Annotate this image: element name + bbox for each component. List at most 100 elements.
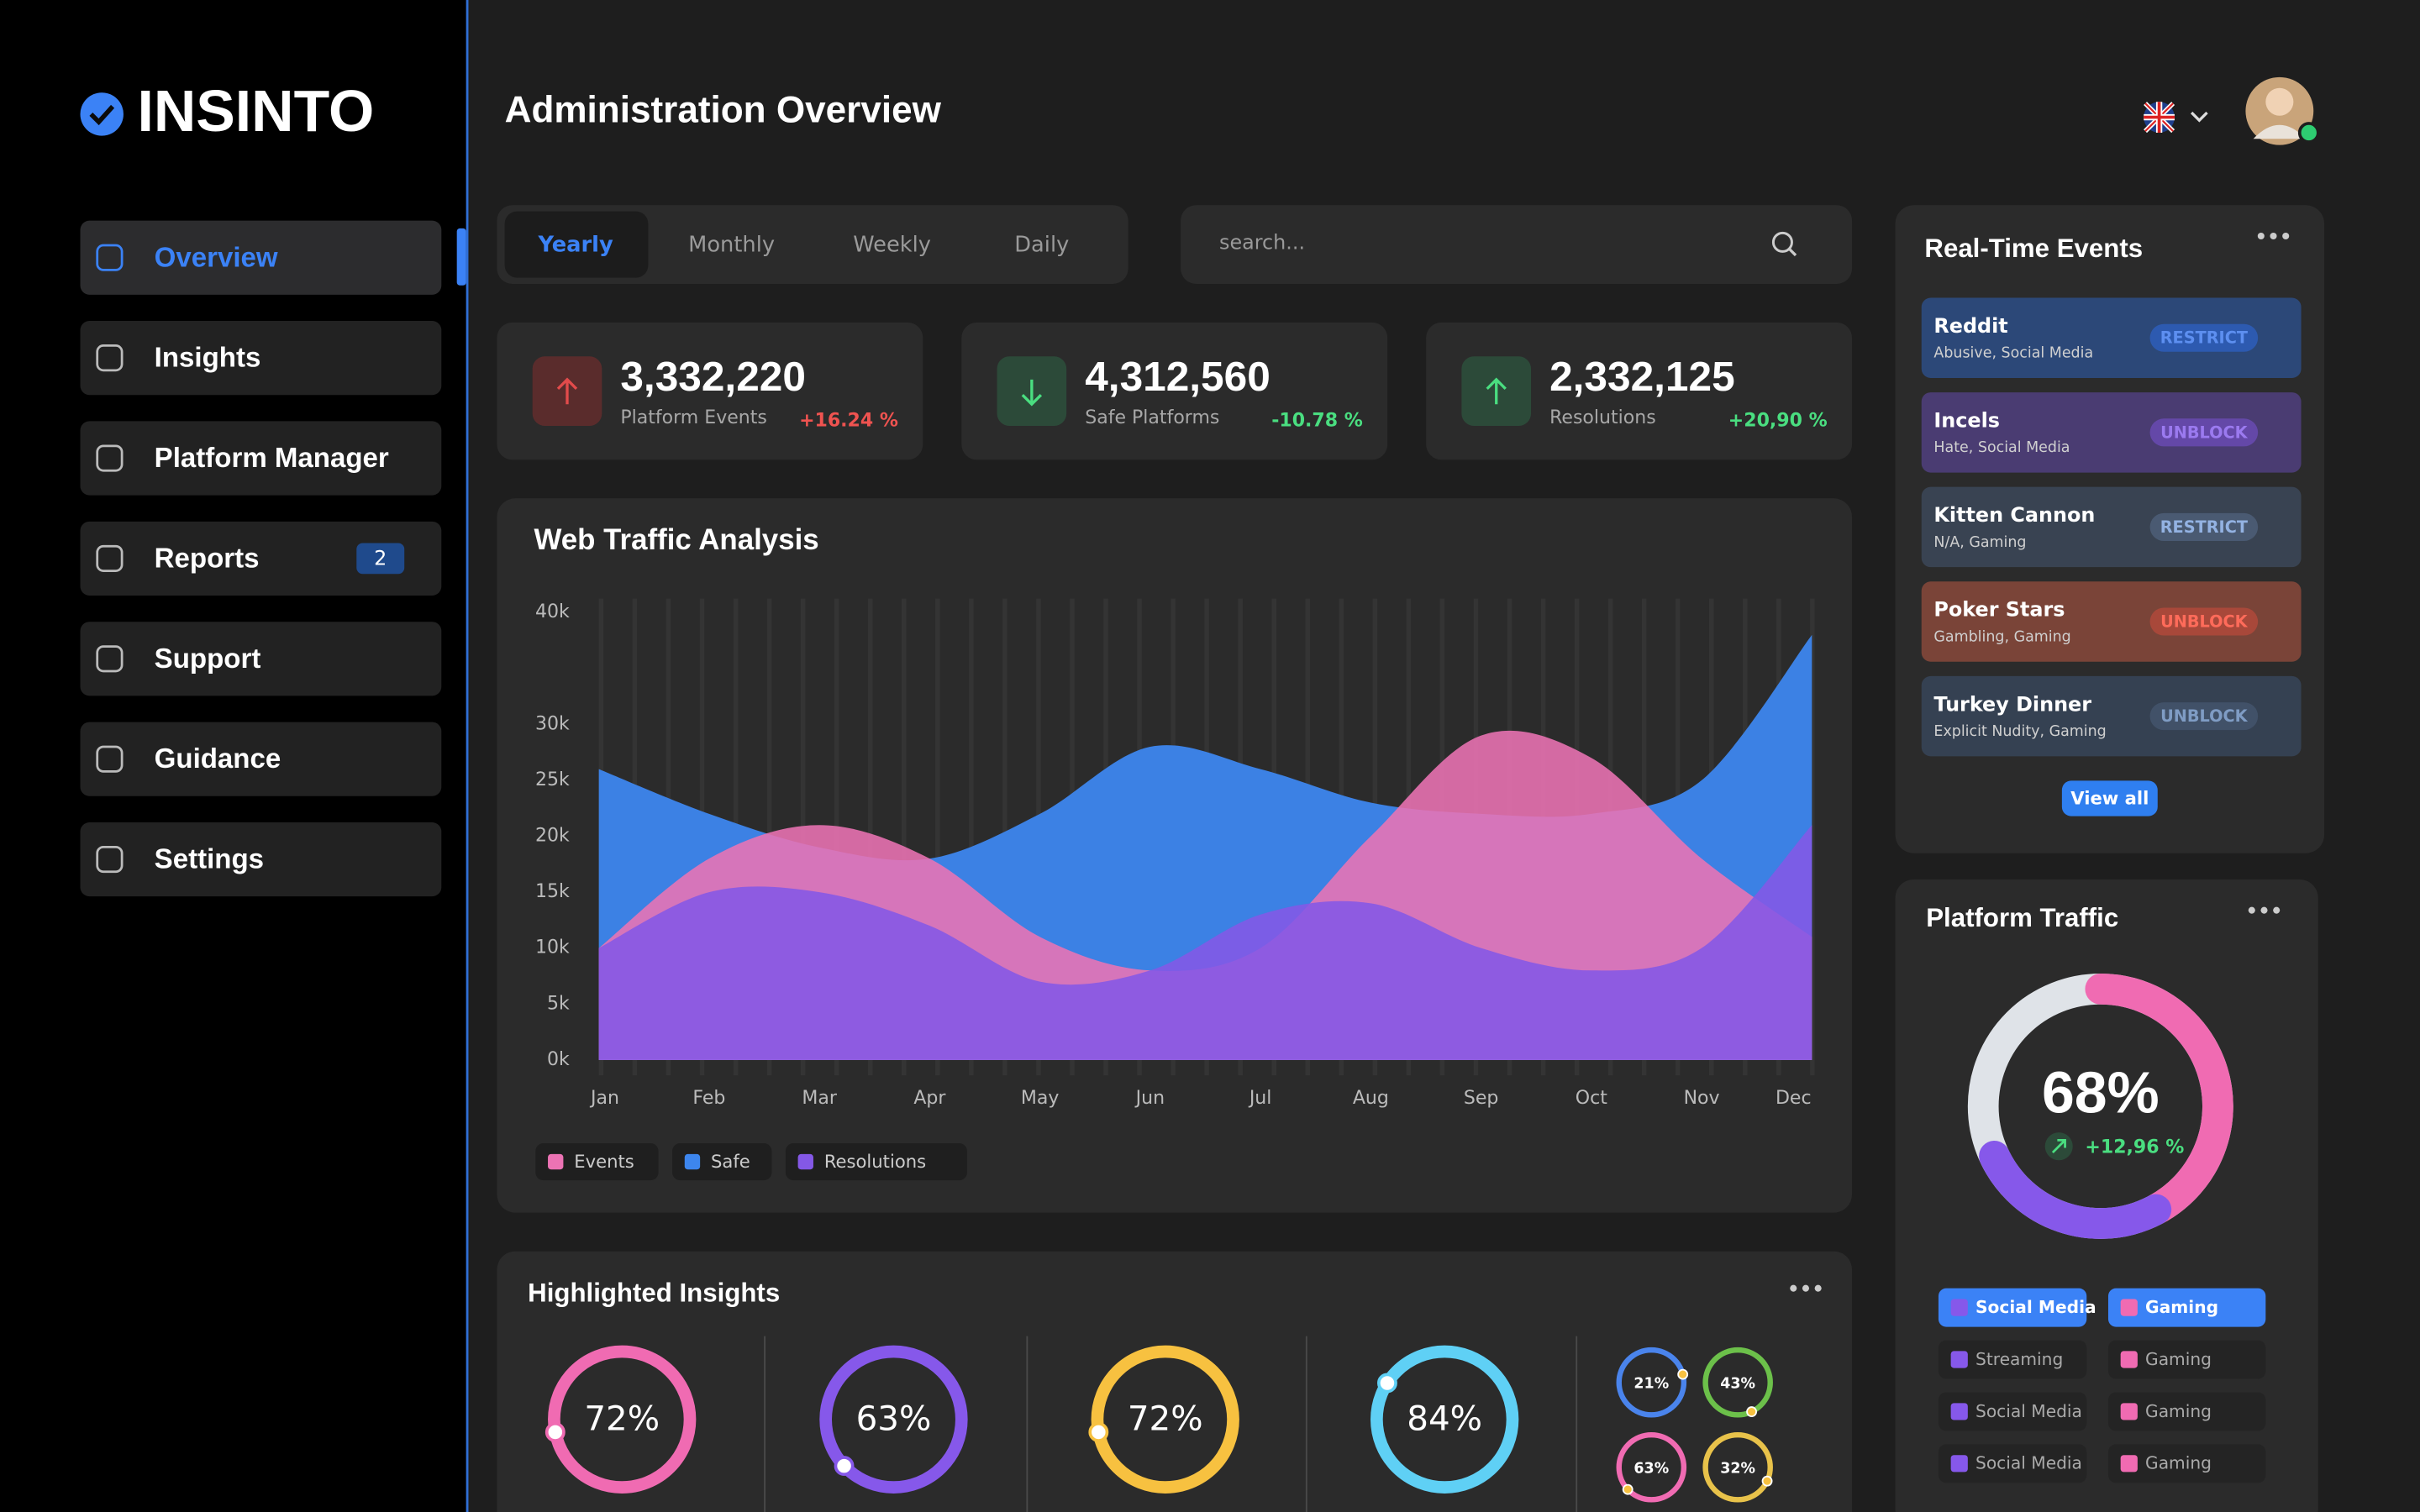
y-tick-label: 25k (535, 769, 570, 790)
traffic-legend-chip[interactable] (2107, 1392, 2266, 1431)
x-tick-label: May (1021, 1088, 1060, 1109)
small-ring-handle (1622, 1483, 1634, 1495)
sidebar-border (466, 0, 469, 1512)
donut-value: 68% (2042, 1059, 2160, 1125)
legend-chip[interactable] (535, 1143, 659, 1181)
small-ring-handle (1746, 1406, 1758, 1418)
insight-value: 72% (584, 1399, 660, 1439)
language-selector[interactable] (2144, 102, 2208, 134)
dividers (764, 1336, 1578, 1512)
y-tick-label: 40k (535, 601, 570, 622)
view-all-button[interactable] (2061, 780, 2158, 816)
traffic-legend-chip[interactable] (2107, 1288, 2266, 1327)
event-action[interactable] (2149, 512, 2259, 541)
nav-active-indicator (456, 228, 466, 286)
event-row (1921, 675, 2302, 757)
insight-value: 84% (1407, 1399, 1482, 1439)
view-all-label: View all (2070, 787, 2149, 808)
change-arrow (2051, 1138, 2066, 1154)
traffic-legend-chip[interactable] (2107, 1340, 2266, 1379)
y-tick-label: 30k (535, 713, 570, 734)
tabs-panel (497, 205, 1128, 284)
nav-label: Reports (155, 543, 260, 574)
nav-icon (96, 845, 124, 874)
x-tick-label: Jun (1134, 1088, 1165, 1109)
small-ring (1702, 1431, 1773, 1503)
insight-ring (548, 1345, 697, 1494)
legend-chip[interactable] (672, 1143, 772, 1181)
small-ring-value: 32% (1720, 1461, 1755, 1478)
stat-change: -10.78 % (1271, 410, 1363, 431)
y-tick-label: 15k (535, 881, 570, 902)
traffic-legend-chip[interactable] (1938, 1444, 2087, 1483)
event-action-label: RESTRICT (2160, 517, 2249, 537)
nav-item[interactable] (80, 722, 442, 796)
x-tick-label: Jul (1248, 1088, 1272, 1109)
search-box[interactable] (1181, 205, 1853, 284)
nav-label: Overview (155, 242, 278, 273)
traffic-legend-swatch (2120, 1455, 2138, 1473)
nav-label: Platform Manager (155, 443, 389, 474)
more-menu[interactable] (2257, 232, 2290, 240)
event-action[interactable] (2149, 418, 2259, 447)
avatar[interactable] (2245, 76, 2320, 145)
tab: Monthly (688, 233, 775, 258)
donut-arc (1979, 1141, 2172, 1239)
event-name: Kitten Cannon (1933, 503, 2095, 527)
stat-value: 3,332,220 (620, 353, 806, 400)
event-row (1921, 392, 2302, 473)
traffic-legend-chip[interactable] (1938, 1288, 2087, 1327)
event-name: Poker Stars (1933, 598, 2065, 622)
small-ring-value: 43% (1720, 1376, 1755, 1393)
traffic-legend-chip[interactable] (1938, 1340, 2087, 1379)
more-menu[interactable] (1790, 1284, 1822, 1292)
nav-item[interactable] (80, 220, 442, 295)
event-action[interactable] (2149, 607, 2259, 636)
platform-change: +12,96 % (2085, 1137, 2184, 1158)
nav-label: Guidance (155, 743, 281, 774)
event-action-label: UNBLOCK (2160, 423, 2249, 442)
nav-label: Support (155, 643, 261, 675)
y-tick-label: 5k (547, 993, 570, 1014)
platform-title: Platform Traffic (1926, 903, 2118, 932)
more-menu[interactable] (2248, 906, 2281, 914)
traffic-legend-chip[interactable] (2107, 1444, 2266, 1483)
stat-arrow (1021, 379, 1043, 407)
legend-chip[interactable] (785, 1143, 967, 1181)
event-action[interactable] (2149, 702, 2259, 731)
stat-change: +20,90 % (1728, 410, 1828, 431)
x-tick-label: Oct (1576, 1088, 1607, 1109)
column-stripe (969, 598, 974, 1076)
traffic-legend-swatch (2120, 1351, 2138, 1368)
event-tags: Gambling, Gaming (1933, 628, 2070, 645)
y-tick-label: 20k (535, 826, 570, 847)
stat-arrow (1486, 377, 1507, 405)
insight-value: 63% (856, 1399, 932, 1439)
stat-value: 2,332,125 (1549, 353, 1735, 400)
traffic-legend-swatch (2120, 1403, 2138, 1420)
traffic-legend-label: Gaming (2145, 1401, 2212, 1421)
insights-title: Highlighted Insights (528, 1278, 780, 1307)
traffic-legend-chip[interactable] (1938, 1392, 2087, 1431)
traffic-legend-label: Social Media (1975, 1297, 2096, 1317)
nav-item[interactable] (80, 321, 442, 396)
nav-item[interactable] (80, 521, 442, 596)
traffic-legend-label: Social Media (1975, 1453, 2082, 1473)
column-stripe (1810, 598, 1815, 1076)
nav-item[interactable] (80, 822, 442, 897)
search-icon[interactable] (1771, 231, 1797, 257)
event-tags: N/A, Gaming (1933, 534, 2026, 551)
legend-swatch (797, 1153, 813, 1170)
nav-item[interactable] (80, 421, 442, 496)
legend-label: Resolutions (824, 1151, 926, 1172)
small-ring (1616, 1347, 1687, 1418)
event-action[interactable] (2149, 323, 2259, 352)
nav-item[interactable] (80, 622, 442, 696)
event-tags: Explicit Nudity, Gaming (1933, 723, 2106, 740)
small-ring-handle (1677, 1368, 1689, 1380)
x-tick-label: Nov (1684, 1088, 1720, 1109)
logo-badge (80, 92, 124, 136)
chart-title: Web Traffic Analysis (534, 523, 819, 556)
nav-icon (96, 544, 124, 572)
